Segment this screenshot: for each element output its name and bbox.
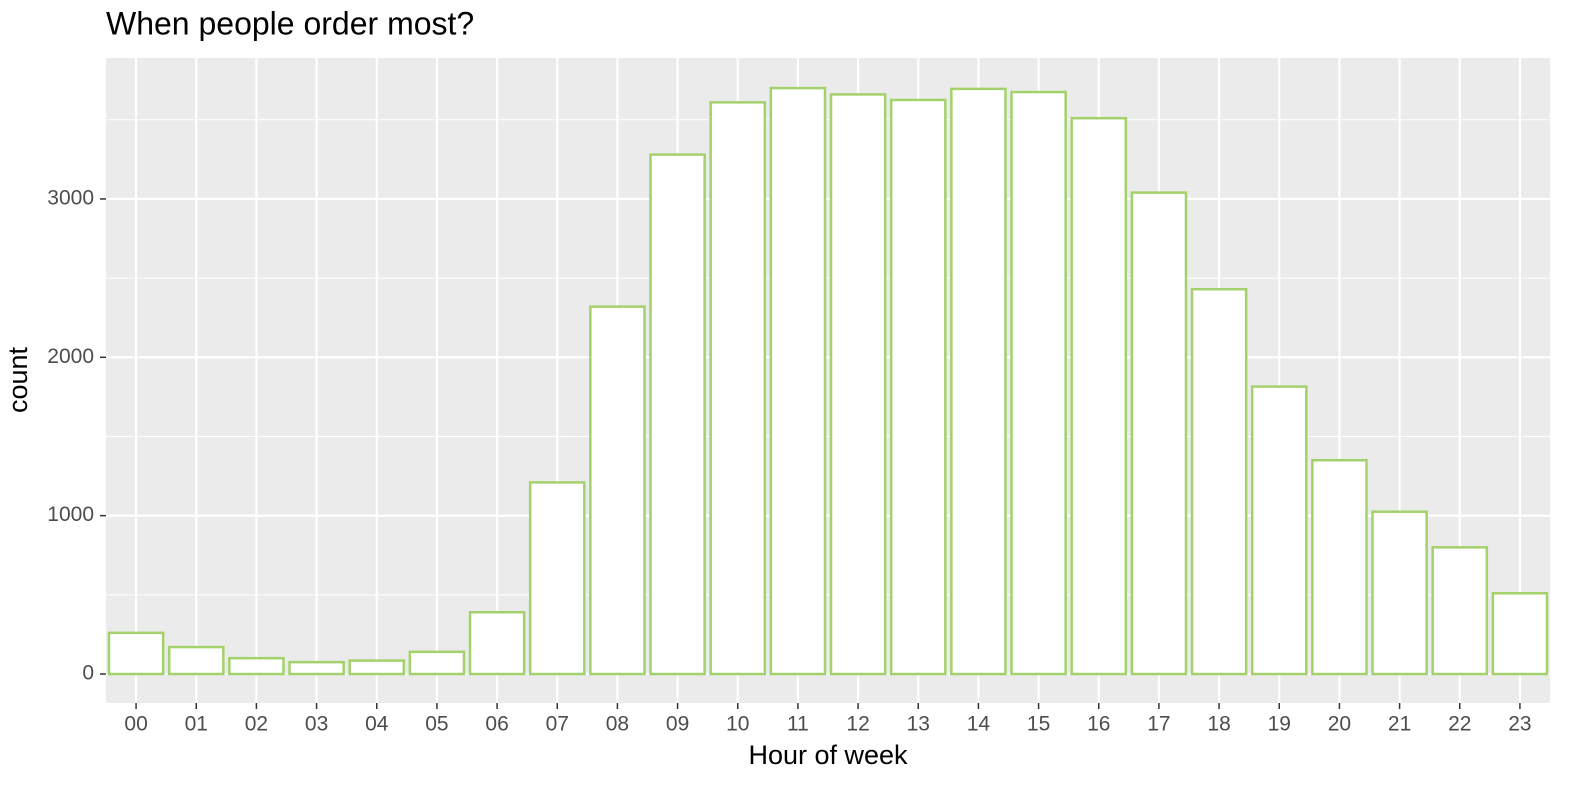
chart-title: When people order most? [106, 5, 474, 41]
bar [1371, 510, 1428, 676]
x-tick-label: 08 [606, 713, 629, 736]
bar [889, 98, 947, 676]
panel [106, 58, 1550, 703]
bar [950, 87, 1007, 676]
x-tick-label: 10 [726, 713, 749, 736]
bar [528, 481, 586, 676]
bar [1130, 191, 1188, 676]
x-axis-title: Hour of week [748, 740, 908, 770]
x-tick-label: 19 [1268, 713, 1291, 736]
x-tick-label: 21 [1388, 713, 1411, 736]
bar [1431, 546, 1489, 676]
bar [1250, 385, 1308, 676]
bar [1010, 90, 1067, 676]
bar [1190, 287, 1248, 676]
bar [408, 650, 466, 676]
y-axis-title: count [3, 346, 33, 413]
bar [1311, 458, 1368, 676]
bar [1070, 116, 1128, 676]
x-tick-label: 16 [1087, 713, 1110, 736]
x-tick-label: 22 [1448, 713, 1471, 736]
bar [769, 86, 827, 676]
x-tick-label: 07 [546, 713, 569, 736]
x-tick-label: 05 [425, 713, 448, 736]
x-tick-label: 14 [967, 713, 991, 736]
bar [167, 645, 225, 676]
bar [348, 659, 406, 676]
x-tick-label: 23 [1508, 713, 1531, 736]
bar [288, 660, 345, 676]
x-tick-label: 04 [365, 713, 389, 736]
x-tick-label: 01 [185, 713, 208, 736]
y-tick-label: 3000 [47, 186, 94, 209]
x-tick-label: 02 [245, 713, 268, 736]
bar [107, 631, 165, 676]
bar [709, 101, 767, 676]
bar [228, 656, 285, 676]
x-tick-label: 15 [1027, 713, 1050, 736]
bar [589, 305, 646, 676]
x-tick-label: 12 [846, 713, 869, 736]
x-tick-label: 03 [305, 713, 328, 736]
x-tick-label: 00 [124, 713, 147, 736]
y-tick-label: 0 [82, 662, 94, 685]
bar [1491, 592, 1549, 676]
bar [468, 611, 526, 676]
bar [829, 93, 887, 676]
x-tick-label: 06 [485, 713, 508, 736]
x-tick-label: 11 [787, 713, 809, 736]
x-tick-label: 13 [907, 713, 930, 736]
x-tick-label: 20 [1328, 713, 1351, 736]
x-tick-label: 18 [1207, 713, 1230, 736]
x-tick-label: 09 [666, 713, 689, 736]
y-tick-label: 2000 [47, 345, 94, 368]
x-tick-label: 17 [1147, 713, 1170, 736]
bar [649, 153, 706, 676]
y-tick-label: 1000 [47, 503, 94, 526]
